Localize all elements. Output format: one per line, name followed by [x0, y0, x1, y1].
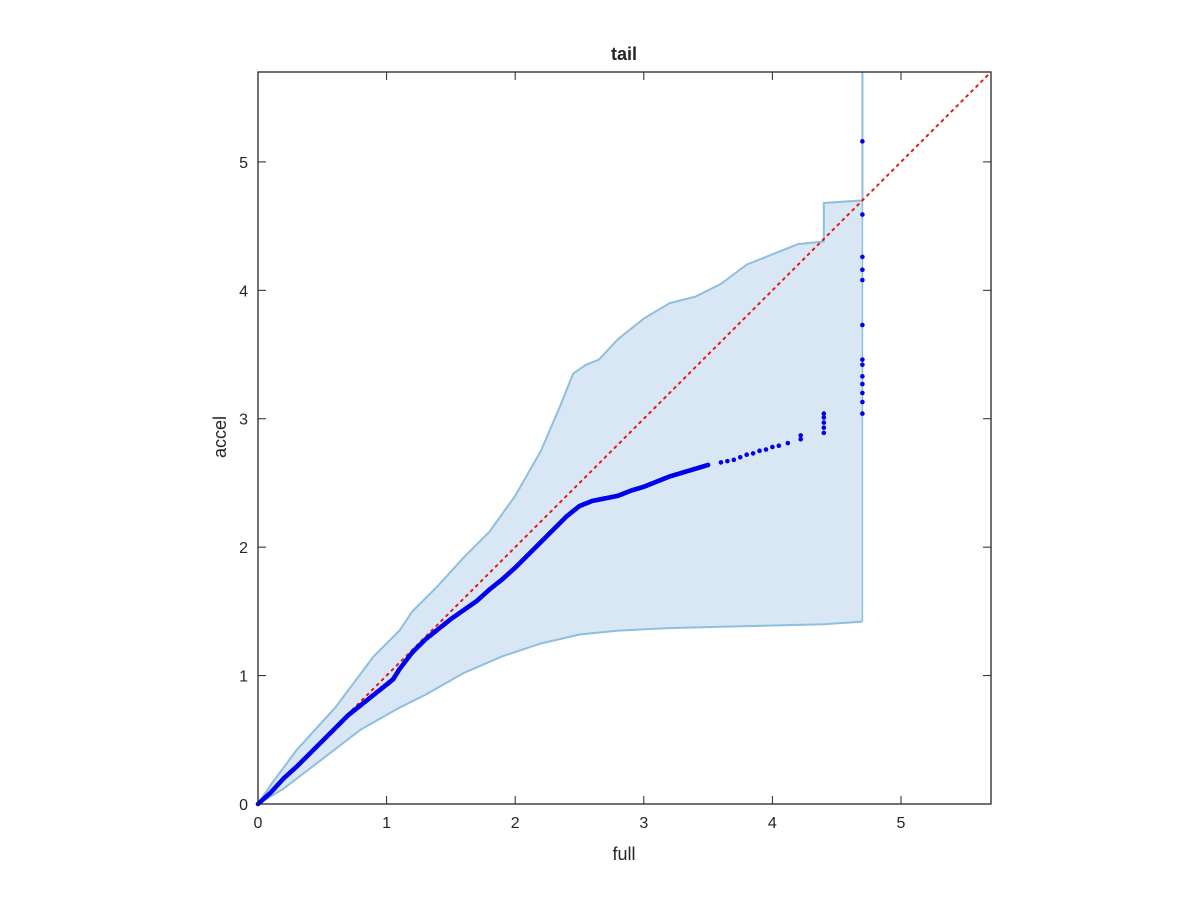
data-point	[757, 448, 762, 454]
data-point	[860, 254, 865, 260]
data-point	[798, 433, 803, 438]
x-tick-label: 5	[897, 815, 906, 832]
data-point	[798, 436, 803, 442]
y-tick-label: 4	[239, 283, 248, 300]
x-tick-label: 1	[382, 815, 391, 832]
data-point	[860, 374, 865, 379]
data-point	[860, 322, 865, 328]
band-lower-edge	[257, 620, 863, 805]
data-point	[785, 440, 791, 446]
axes: 0 1 2 3 4 5 0 1 2 3 4 5	[239, 71, 992, 832]
data-point	[776, 443, 782, 449]
data-point	[860, 357, 865, 362]
data-point	[860, 139, 865, 144]
plot-frame	[257, 71, 992, 805]
band-area	[258, 72, 863, 804]
data-point	[731, 457, 737, 463]
y-tick-label: 2	[239, 540, 248, 557]
data-point	[860, 381, 865, 387]
data-point	[860, 399, 865, 405]
data-point	[725, 458, 730, 464]
data-point	[705, 462, 711, 468]
data-point	[763, 447, 769, 452]
data-point	[718, 460, 724, 465]
data-point	[821, 425, 827, 431]
band-upper-edge	[257, 72, 864, 805]
data-point	[860, 267, 865, 273]
y-axis-label: accel	[210, 416, 230, 458]
confidence-band	[257, 72, 864, 805]
y-tick-label: 0	[239, 797, 248, 814]
data-point	[744, 452, 749, 457]
data-point	[750, 451, 756, 456]
y-tick-label: 3	[239, 412, 248, 429]
data-point	[821, 411, 827, 416]
data-point	[770, 444, 775, 450]
data-point	[860, 362, 865, 368]
chart-title: tail	[611, 44, 637, 64]
x-tick-label: 2	[511, 815, 520, 832]
y-tick-label: 5	[239, 155, 248, 172]
data-point	[821, 430, 827, 436]
reference-line-layer	[257, 71, 992, 805]
data-point	[860, 390, 865, 396]
data-point	[737, 454, 743, 460]
x-tick-label: 0	[254, 815, 263, 832]
x-axis-label: full	[612, 844, 635, 864]
data-point	[860, 212, 865, 217]
data-point	[821, 415, 827, 420]
y-tick-label: 1	[239, 669, 248, 686]
x-tick-label: 3	[639, 815, 648, 832]
x-tick-label: 4	[768, 815, 777, 832]
data-point	[860, 411, 865, 416]
reference-line	[257, 71, 992, 805]
data-points-layer	[255, 139, 865, 807]
data-point	[860, 277, 865, 283]
data-point	[821, 420, 827, 425]
